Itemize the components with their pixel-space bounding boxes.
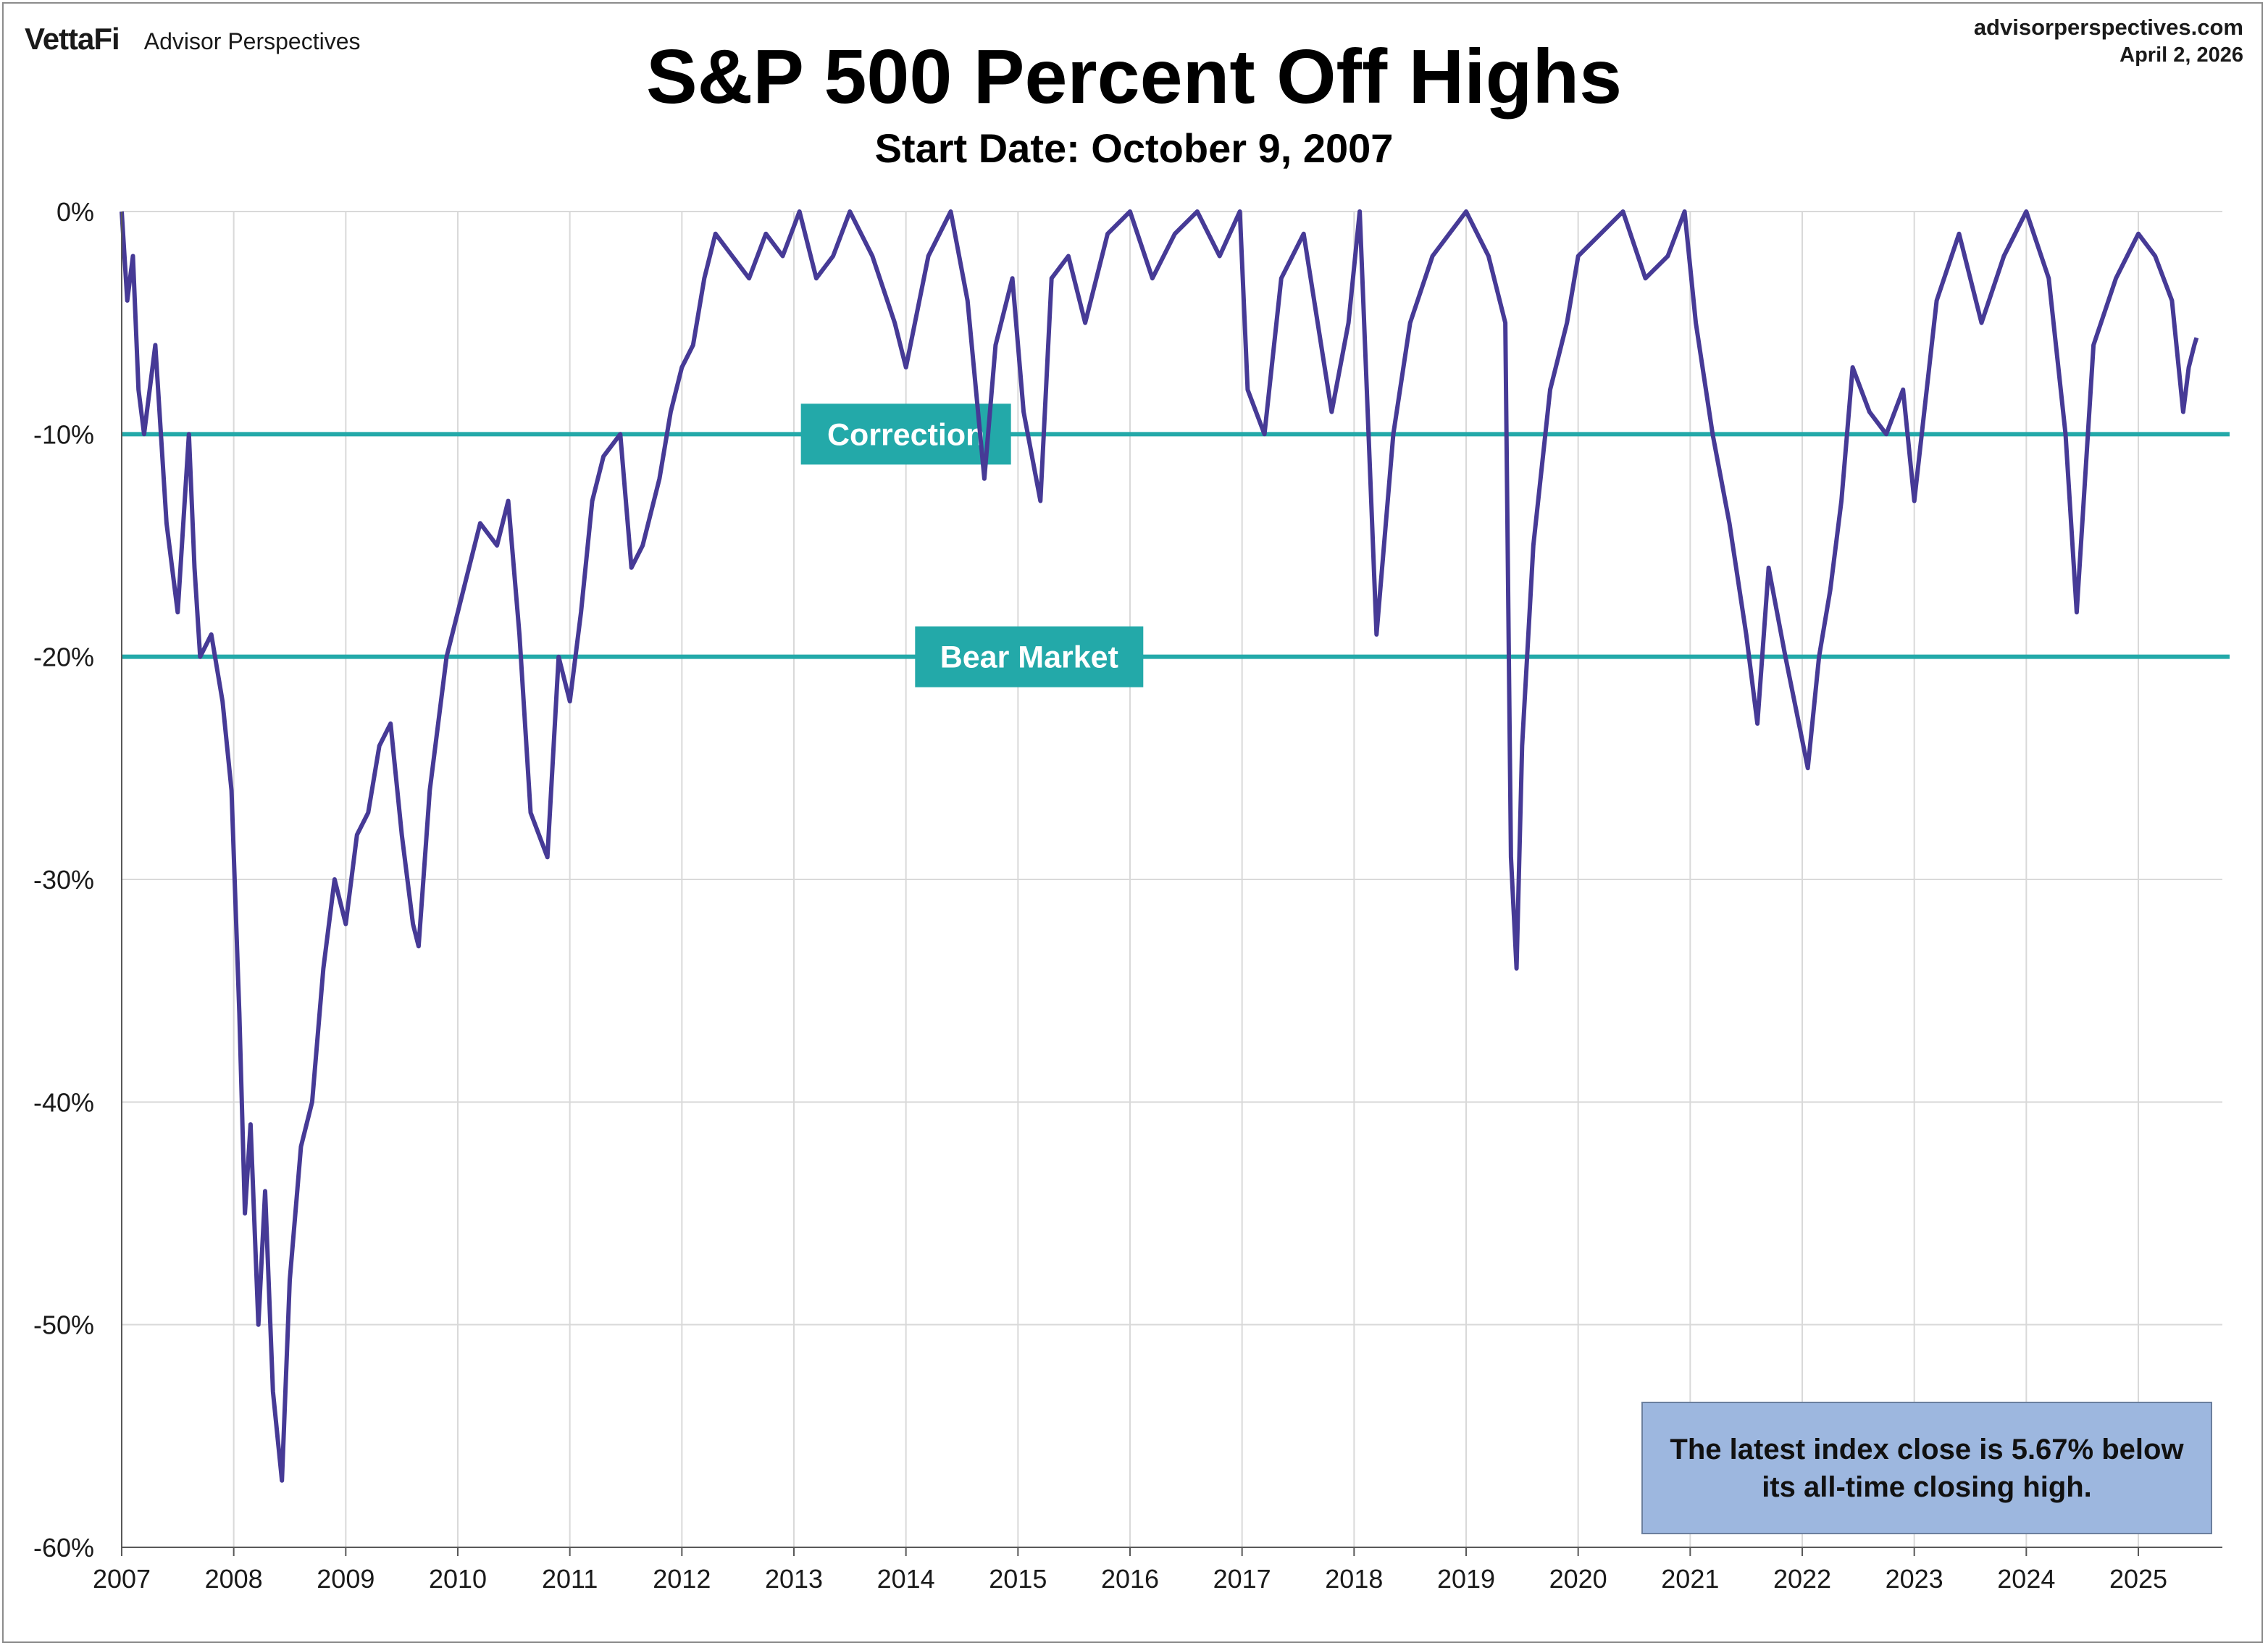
x-tick-label: 2024 (1997, 1564, 2055, 1594)
axes: 0% -10% -20% -30% -40% -50% -60%2007 2008 2009 20… (33, 197, 2222, 1594)
x-tick-label: 2010 (429, 1564, 487, 1594)
reference-lines: Correction Bear Market (122, 403, 2230, 687)
y-tick-label: 0% (57, 197, 94, 227)
x-tick-label: 2020 (1549, 1564, 1607, 1594)
latest-close-note: The latest index close is 5.67% below it… (1641, 1402, 2212, 1534)
x-tick-label: 2009 (317, 1564, 374, 1594)
vettafi-logo: VettaFi (25, 22, 120, 56)
x-tick-label: 2013 (765, 1564, 823, 1594)
x-tick-label: 2007 (93, 1564, 151, 1594)
x-tick-label: 2012 (653, 1564, 711, 1594)
reference-label: Bear Market (940, 640, 1118, 675)
x-tick-label: 2018 (1325, 1564, 1383, 1594)
chart-subtitle: Start Date: October 9, 2007 (874, 125, 1394, 171)
x-tick-label: 2011 (542, 1564, 598, 1594)
chart-title: S&P 500 Percent Off Highs (645, 34, 1623, 120)
y-tick-label: -60% (33, 1533, 94, 1563)
x-tick-label: 2016 (1101, 1564, 1159, 1594)
y-tick-label: -30% (33, 865, 94, 895)
brand: VettaFi Advisor Perspectives (25, 22, 361, 57)
source-url: advisorperspectives.com (1973, 14, 2243, 40)
x-tick-label: 2025 (2109, 1564, 2167, 1594)
x-tick-label: 2008 (205, 1564, 263, 1594)
x-tick-label: 2021 (1661, 1564, 1719, 1594)
percent-off-highs-line (120, 209, 2199, 1483)
source-info: advisorperspectives.com April 2, 2026 (1974, 14, 2243, 67)
y-tick-label: -10% (33, 419, 94, 449)
reference-label-box (800, 403, 1011, 465)
reference-label-box (915, 626, 1144, 687)
y-tick-label: -40% (33, 1087, 94, 1117)
x-tick-label: 2017 (1213, 1564, 1271, 1594)
y-tick-label: -20% (33, 643, 94, 672)
x-tick-label: 2022 (1773, 1564, 1831, 1594)
x-tick-label: 2015 (989, 1564, 1047, 1594)
series-layer (120, 209, 2199, 1483)
source-date: April 2, 2026 (2120, 43, 2243, 67)
x-tick-label: 2019 (1437, 1564, 1495, 1594)
y-tick-label: -50% (33, 1310, 94, 1340)
x-tick-label: 2023 (1886, 1564, 1943, 1594)
reference-label: Correction (827, 417, 984, 452)
brand-subtitle: Advisor Perspectives (143, 28, 361, 54)
x-tick-label: 2014 (877, 1564, 935, 1594)
